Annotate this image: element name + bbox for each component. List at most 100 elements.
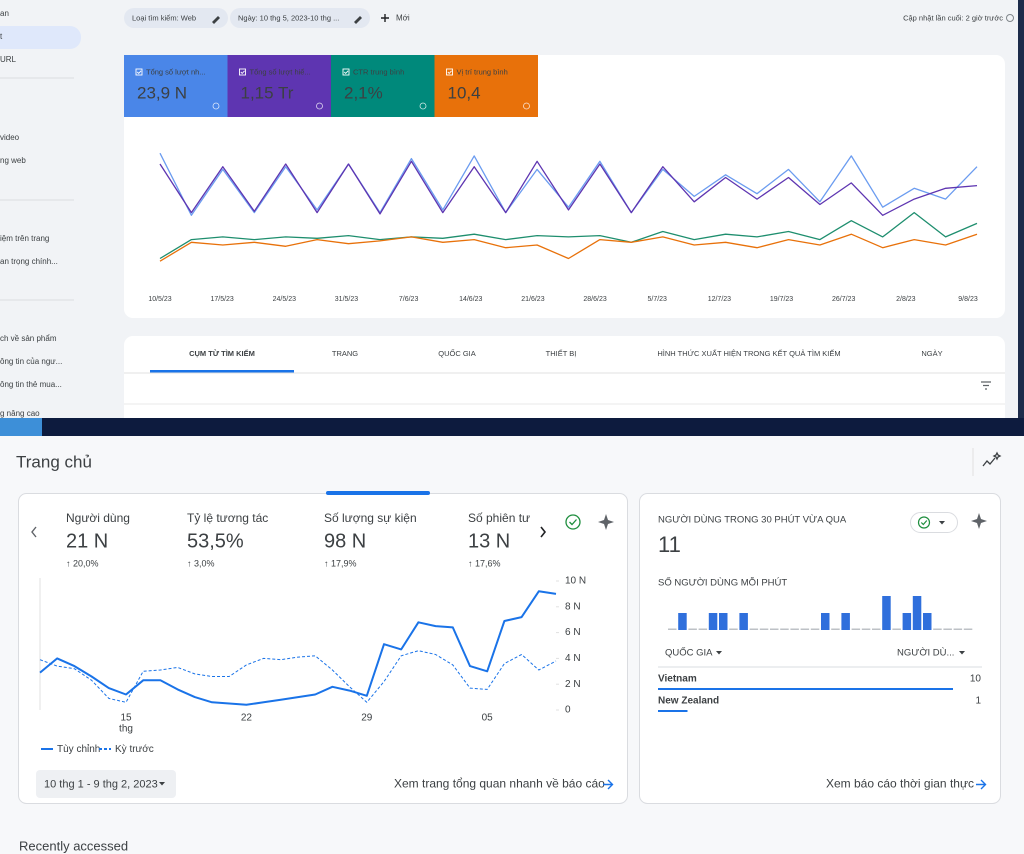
date-button[interactable] xyxy=(36,770,176,798)
bar xyxy=(719,613,728,630)
bar-zero xyxy=(943,628,952,630)
metric-value: 1,15 Tr xyxy=(241,83,294,102)
gsc-line xyxy=(159,233,978,262)
bar xyxy=(923,613,932,630)
bar xyxy=(902,613,912,630)
sidebar-selected xyxy=(0,26,81,49)
tab[interactable]: NGÀY xyxy=(921,349,942,358)
metric-check xyxy=(447,70,452,75)
edit-icon xyxy=(212,16,220,24)
tab[interactable]: CỤM TỪ TÌM KIẾM xyxy=(189,348,255,358)
sidebar-item[interactable]: URL xyxy=(0,55,17,64)
metric-label[interactable]: Số lượng sự kiện xyxy=(324,511,417,525)
dropdown-caret xyxy=(939,521,945,525)
bar-zero xyxy=(953,628,963,630)
bar-zero xyxy=(698,628,708,630)
column-caret xyxy=(716,651,722,655)
tabs-card xyxy=(124,336,1005,431)
status-icon xyxy=(565,514,581,530)
metric-change: ↑ 17,6% xyxy=(468,558,501,568)
tab[interactable]: HÌNH THỨC XUẤT HIỆN TRONG KẾT QUẢ TÌM KI… xyxy=(657,348,840,358)
filter-chip-label: Loại tìm kiếm: Web xyxy=(132,13,196,22)
divider-accent-front xyxy=(0,418,42,436)
sidebar-item[interactable]: g nâng cao xyxy=(0,409,40,418)
metric-label[interactable]: Tỷ lệ tương tác xyxy=(187,511,268,525)
realtime-link[interactable]: Xem báo cáo thời gian thực xyxy=(826,777,974,791)
metric-label[interactable]: Số phiên tư xyxy=(468,511,530,525)
sidebar-item[interactable]: video xyxy=(0,133,20,142)
sidebar-item[interactable]: ông tin thẻ mua... xyxy=(0,380,62,389)
metric-help xyxy=(212,102,220,110)
column-header[interactable]: NGƯỜI DÙ... xyxy=(897,648,954,659)
realtime-card xyxy=(639,493,1001,804)
divider-band-front xyxy=(0,418,1024,436)
metric-card[interactable] xyxy=(434,55,539,117)
metric-change: ↑ 3,0% xyxy=(187,558,215,568)
sparkle-icon[interactable] xyxy=(971,513,987,529)
sidebar-item[interactable]: an trọng chính... xyxy=(0,257,58,266)
metric-checkbox xyxy=(446,68,453,76)
x-tick-label: 17/5/23 xyxy=(210,296,233,303)
overview-link[interactable]: Xem trang tổng quan nhanh về báo cáo xyxy=(394,777,605,791)
link-arrow[interactable] xyxy=(603,779,614,790)
tab[interactable]: TRANG xyxy=(332,349,358,358)
bar-zero xyxy=(861,628,871,630)
active-tab-underline xyxy=(150,370,294,373)
realtime-dropdown[interactable] xyxy=(910,512,958,533)
bar-zero xyxy=(790,628,799,630)
sidebar-item[interactable]: ch về sản phẩm xyxy=(0,334,57,343)
metric-card[interactable] xyxy=(124,55,228,117)
x-tick-label: 22 xyxy=(241,713,253,724)
filter-chip-label: Ngày: 10 thg 5, 2023-10 thg ... xyxy=(238,13,339,22)
realtime-value: 11 xyxy=(658,532,681,557)
chart-card xyxy=(124,55,1005,318)
column-header[interactable]: QUỐC GIA xyxy=(665,647,713,659)
metric-value: 53,5% xyxy=(187,530,244,552)
sidebar-item[interactable]: iệm trên trang xyxy=(0,234,49,243)
sidebar-item[interactable]: t xyxy=(0,32,3,41)
x-tick-label: 19/7/23 xyxy=(770,296,793,303)
bar xyxy=(841,613,850,630)
metric-card[interactable] xyxy=(331,55,435,117)
insights-icon[interactable] xyxy=(982,451,1002,467)
filter-chip[interactable] xyxy=(124,8,228,28)
country-name: New Zealand xyxy=(658,696,719,707)
bar-zero xyxy=(729,628,738,630)
metric-help xyxy=(523,102,530,110)
link-arrow[interactable] xyxy=(976,779,987,790)
date-range: 10 thg 1 - 9 thg 2, 2023 xyxy=(44,778,158,790)
next-chevron-front[interactable] xyxy=(540,526,547,538)
metric-card[interactable] xyxy=(227,55,332,117)
realtime-title: NGƯỜI DÙNG TRONG 30 PHÚT VỪA QUA xyxy=(658,515,847,526)
sidebar-item[interactable]: ông tin của ngư... xyxy=(0,357,62,366)
metric-label: Vị trí trung bình xyxy=(457,67,508,76)
gsc-line xyxy=(159,211,978,260)
tab[interactable]: THIẾT BỊ xyxy=(546,348,577,358)
filter-icon[interactable] xyxy=(981,381,991,390)
page-title: Trang chủ xyxy=(16,452,92,471)
country-name: Vietnam xyxy=(658,674,697,685)
filter-chip[interactable] xyxy=(230,8,370,28)
x-tick-label: 7/6/23 xyxy=(399,296,419,303)
metric-checkbox xyxy=(135,68,143,76)
bar-zero xyxy=(851,628,861,630)
bar-zero xyxy=(933,628,942,630)
bar xyxy=(912,596,922,630)
bar-zero xyxy=(749,628,759,630)
sidebar-item[interactable]: ng web xyxy=(0,156,26,165)
plus-icon xyxy=(381,14,389,22)
window-edge xyxy=(1018,0,1024,418)
metric-change: ↑ 20,0% xyxy=(66,558,99,568)
x-tick-label: 10/5/23 xyxy=(148,296,171,303)
metric-label[interactable]: Người dùng xyxy=(66,511,130,525)
sidebar-item[interactable]: an xyxy=(0,9,9,18)
prev-chevron[interactable] xyxy=(31,526,37,538)
sparkle-icon[interactable] xyxy=(598,514,614,530)
date-caret xyxy=(159,782,165,786)
tab[interactable]: QUỐC GIA xyxy=(438,348,476,358)
new-button[interactable]: Mới xyxy=(396,14,410,23)
x-tick-label: 15 xyxy=(120,713,132,724)
bar-zero xyxy=(780,628,789,630)
x-tick-label: 9/8/23 xyxy=(958,296,978,303)
